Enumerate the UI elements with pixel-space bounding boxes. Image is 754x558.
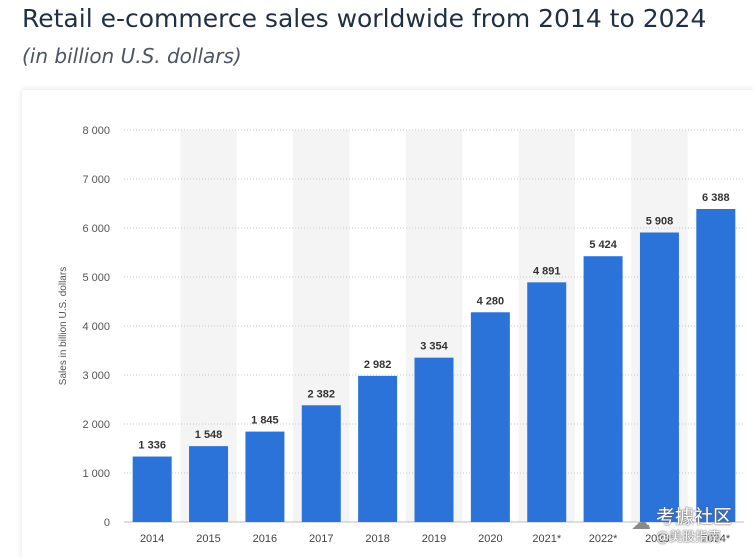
watermark-line2: @美股指南 <box>656 530 722 545</box>
data-label: 1 845 <box>251 415 279 427</box>
data-label: 5 908 <box>646 216 674 228</box>
chart-panel: 0 1 000 2 000 3 000 4 000 5 000 6 000 7 000 8 00… <box>22 90 754 558</box>
y-axis-label: Sales in billion U.S. dollars <box>58 267 69 385</box>
bar <box>245 431 285 522</box>
y-tick-label: 4 000 <box>82 321 110 333</box>
x-tick-label: 2024* <box>701 533 730 545</box>
data-label: 1 548 <box>195 429 223 441</box>
data-label: 2 982 <box>364 359 392 371</box>
data-label: 2 382 <box>308 388 336 400</box>
y-tick-label: 2 000 <box>82 419 110 431</box>
bar-chart: 0 1 000 2 000 3 000 4 000 5 000 6 000 7 000 8 00… <box>58 125 744 545</box>
data-label: 4 891 <box>533 265 561 277</box>
data-label: 4 280 <box>477 295 505 307</box>
y-tick-label: 5 000 <box>82 272 110 284</box>
x-tick-label: 2023* <box>645 533 674 545</box>
chart-subtitle: (in billion U.S. dollars) <box>22 44 242 68</box>
watermark: ☁ 考據社区 @美股指南 <box>628 500 754 558</box>
bar <box>639 232 679 522</box>
bar <box>527 282 567 522</box>
data-label: 1 336 <box>138 440 166 452</box>
x-tick-label: 2015 <box>196 533 220 545</box>
x-tick-label: 2019 <box>422 533 446 545</box>
x-tick-label: 2020 <box>478 533 502 545</box>
watermark-line1: 考據社区 <box>656 506 733 528</box>
y-tick-label: 6 000 <box>82 223 110 235</box>
bar <box>470 312 510 522</box>
bar <box>583 256 623 522</box>
x-tick-label: 2017 <box>309 533 333 545</box>
x-tick-label: 2021* <box>532 533 561 545</box>
chart-title: Retail e-commerce sales worldwide from 2… <box>22 4 707 33</box>
y-tick-label: 3 000 <box>82 370 110 382</box>
bar <box>414 357 454 522</box>
y-tick-label: 0 <box>104 517 110 529</box>
y-tick-label: 1 000 <box>82 468 110 480</box>
bar <box>696 208 736 522</box>
x-tick-label: 2022* <box>589 533 618 545</box>
wechat-icon: ☁ <box>631 512 651 534</box>
y-tick-label: 8 000 <box>82 125 110 137</box>
data-label: 3 354 <box>420 341 448 353</box>
data-label: 6 388 <box>702 192 730 204</box>
y-tick-label: 7 000 <box>82 174 110 186</box>
x-tick-label: 2014 <box>140 533 164 545</box>
data-label: 5 424 <box>589 239 617 251</box>
x-tick-label: 2018 <box>365 533 389 545</box>
bar <box>301 405 341 522</box>
bar <box>189 446 229 522</box>
x-tick-label: 2016 <box>253 533 277 545</box>
bar <box>132 456 172 522</box>
bar <box>358 375 398 522</box>
